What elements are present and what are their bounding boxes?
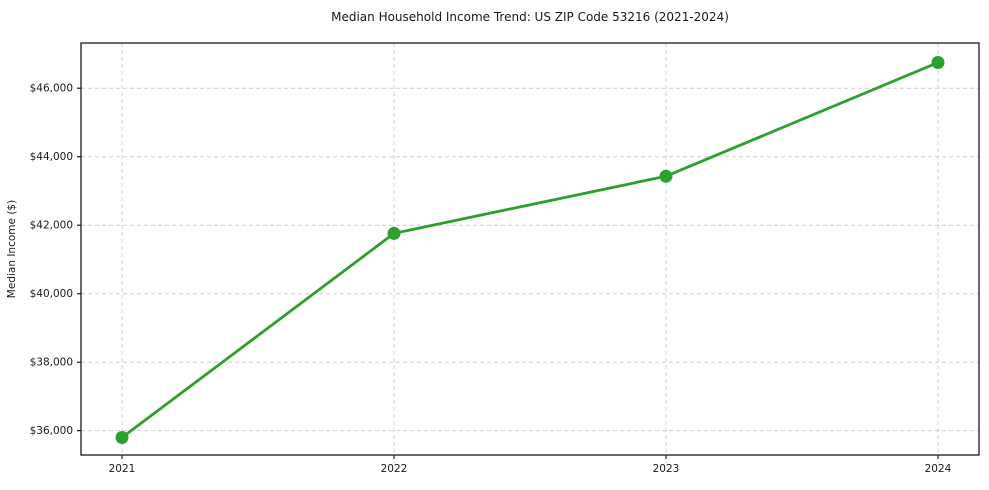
y-tick-label: $44,000 [30, 151, 73, 163]
data-point-2023 [659, 169, 673, 183]
trend-line [120, 61, 940, 439]
y-axis-label: Median Income ($) [6, 200, 18, 298]
data-point-2021 [115, 431, 129, 445]
x-tick-label: 2022 [381, 463, 408, 475]
plot-border [80, 42, 980, 456]
y-tick-label: $40,000 [30, 288, 73, 300]
x-tick-label: 2021 [109, 463, 136, 475]
y-tick-label: $36,000 [30, 425, 73, 437]
y-tick-label: $42,000 [30, 220, 73, 232]
x-tick-label: 2023 [653, 463, 680, 475]
x-tick-label: 2024 [925, 463, 952, 475]
y-tick-label: $38,000 [30, 357, 73, 369]
data-point-2024 [931, 56, 945, 70]
chart-title: Median Household Income Trend: US ZIP Co… [331, 10, 729, 24]
data-point-2022 [387, 226, 401, 240]
y-tick-label: $46,000 [30, 83, 73, 95]
plot-area: $36,000 $38,000 $40,000 $42,000 $44,000 $46,0… [30, 42, 980, 475]
